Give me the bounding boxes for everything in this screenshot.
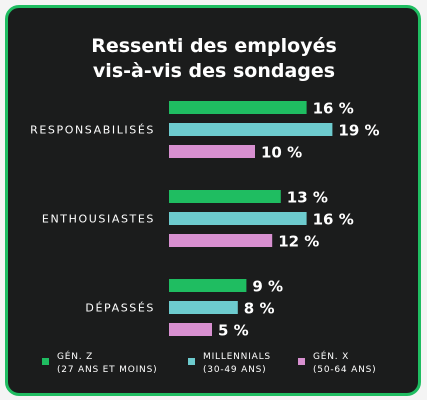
bar [169, 234, 273, 247]
category-label: RESPONSABILISÉS [30, 124, 155, 137]
bar [169, 212, 307, 225]
data-label: 5 % [218, 322, 249, 340]
legend-label-detail: (30-49 ANS) [203, 365, 266, 375]
bar [169, 301, 238, 314]
chart-title-line-1: Ressenti des employés [91, 35, 337, 57]
data-label: 9 % [252, 278, 283, 296]
chart-title-line-2: vis-à-vis des sondages [93, 60, 335, 82]
legend-item: MILLENNIALS (30-49 ANS) [188, 352, 271, 375]
data-label: 8 % [244, 300, 275, 318]
legend-label-detail: (27 ANS ET MOINS) [57, 365, 157, 375]
data-label: 10 % [261, 144, 302, 162]
legend-label: MILLENNIALS [203, 352, 271, 362]
data-label: 16 % [313, 100, 354, 118]
legend-swatch [42, 358, 49, 365]
data-label: 12 % [278, 233, 319, 251]
bar [169, 323, 212, 336]
bar [169, 145, 255, 158]
bar-group: ENTHOUSIASTES 13 % 16 % 12 % [42, 189, 354, 251]
data-label: 16 % [313, 211, 354, 229]
data-label: 19 % [338, 122, 379, 140]
bar [169, 123, 333, 136]
legend-label: GÉN. Z [57, 350, 93, 362]
bar [169, 279, 247, 292]
legend-label-detail: (50-64 ANS) [313, 365, 376, 375]
bar-group: RESPONSABILISÉS 16 % 19 % 10 % [30, 100, 379, 162]
bar [169, 190, 281, 203]
bar [169, 101, 307, 114]
bar-groups: RESPONSABILISÉS 16 % 19 % 10 % ENTHOUSIASTES… [30, 100, 379, 340]
bar-group: DÉPASSÉS 9 % 8 % 5 % [85, 278, 283, 340]
category-label: ENTHOUSIASTES [42, 213, 155, 226]
legend-item: GÉN. Z (27 ANS ET MOINS) [42, 350, 157, 375]
legend-label: GÉN. X [313, 350, 349, 362]
legend: GÉN. Z (27 ANS ET MOINS) MILLENNIALS (30-49… [42, 350, 376, 375]
legend-swatch [188, 358, 195, 365]
data-label: 13 % [287, 189, 328, 207]
legend-item: GÉN. X (50-64 ANS) [298, 350, 376, 375]
category-label: DÉPASSÉS [85, 302, 155, 315]
legend-swatch [298, 358, 305, 365]
